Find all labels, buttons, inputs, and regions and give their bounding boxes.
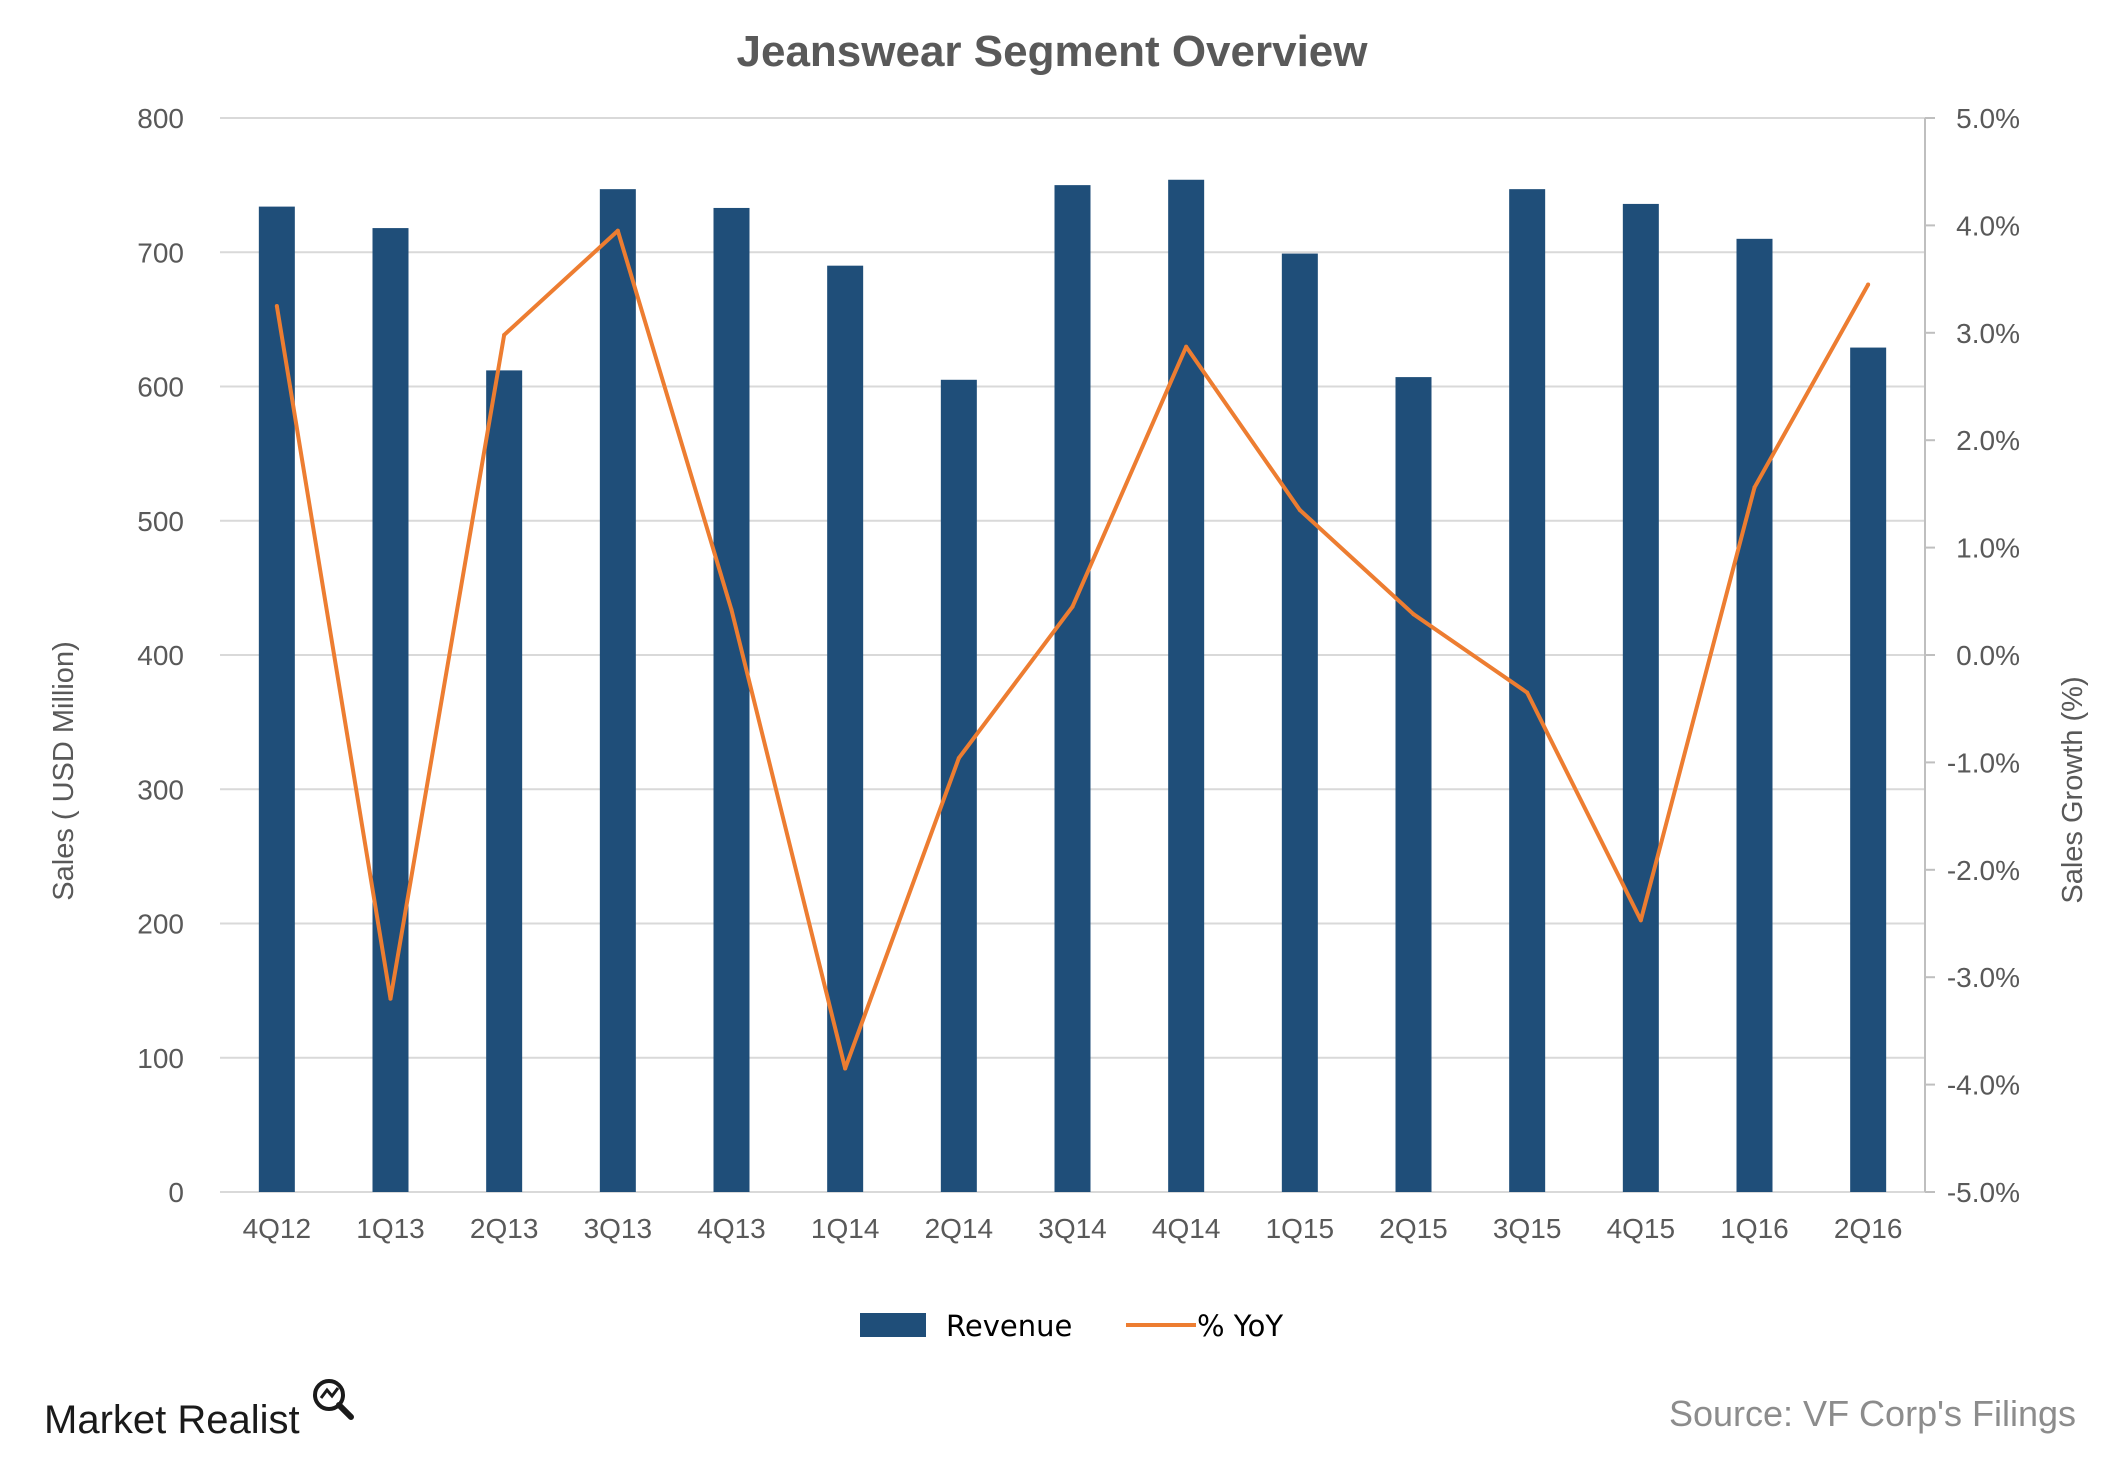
revenue-bar xyxy=(713,207,750,1192)
right-axis-title: Sales Growth (%) xyxy=(2057,676,2089,903)
revenue-bar xyxy=(1168,179,1205,1192)
yoy-point xyxy=(1866,282,1871,287)
market-realist-logo: Market Realist xyxy=(44,1379,354,1442)
y2-tick-label: -5.0% xyxy=(1947,1177,2020,1208)
x-tick-label: 2Q14 xyxy=(925,1213,994,1244)
left-axis-ticks: 0 100 200 300 400 500 600 700 800 xyxy=(137,103,184,1208)
yoy-point xyxy=(1070,604,1075,609)
x-tick-label: 3Q14 xyxy=(1038,1213,1107,1244)
y-tick-label: 400 xyxy=(137,640,184,671)
x-tick-label: 2Q15 xyxy=(1379,1213,1448,1244)
revenue-bar xyxy=(1622,203,1659,1193)
yoy-point xyxy=(1184,344,1189,349)
y2-tick-label: -4.0% xyxy=(1947,1070,2020,1101)
y2-tick-label: 2.0% xyxy=(1956,425,2020,456)
x-tick-label: 1Q13 xyxy=(356,1213,425,1244)
x-tick-label: 2Q13 xyxy=(470,1213,539,1244)
brand-logo-text: Market Realist xyxy=(44,1398,300,1442)
yoy-point xyxy=(1411,612,1416,617)
y-tick-label: 100 xyxy=(137,1043,184,1074)
source-note: Source: VF Corp's Filings xyxy=(1669,1393,2076,1434)
yoy-point xyxy=(502,332,507,337)
x-tick-label: 1Q15 xyxy=(1266,1213,1335,1244)
yoy-point xyxy=(1525,690,1530,695)
y-tick-label: 0 xyxy=(168,1177,184,1208)
x-tick-label: 4Q15 xyxy=(1607,1213,1676,1244)
revenue-bar xyxy=(372,228,409,1192)
revenue-bar xyxy=(599,189,636,1193)
y-tick-label: 300 xyxy=(137,774,184,805)
x-tick-label: 3Q13 xyxy=(584,1213,653,1244)
x-axis-ticks: 4Q12 1Q13 2Q13 3Q13 4Q13 1Q14 2Q14 3Q14 4Q14 1Q15… xyxy=(243,1213,1903,1244)
y-tick-label: 700 xyxy=(137,237,184,268)
yoy-point xyxy=(729,607,734,612)
y2-tick-label: -1.0% xyxy=(1947,747,2020,778)
y2-tick-label: 1.0% xyxy=(1956,533,2020,564)
revenue-bar xyxy=(827,265,864,1192)
yoy-point xyxy=(956,756,961,761)
revenue-bar xyxy=(1395,377,1432,1192)
legend-revenue-label: Revenue xyxy=(946,1309,1072,1343)
yoy-point xyxy=(843,1066,848,1071)
revenue-bar xyxy=(1736,238,1773,1192)
y-tick-label: 800 xyxy=(137,103,184,134)
y-tick-label: 600 xyxy=(137,372,184,403)
x-tick-label: 3Q15 xyxy=(1493,1213,1562,1244)
x-tick-label: 4Q12 xyxy=(243,1213,312,1244)
yoy-point xyxy=(274,303,279,308)
y2-tick-label: 5.0% xyxy=(1956,103,2020,134)
revenue-bar xyxy=(486,370,523,1192)
revenue-bar xyxy=(1281,253,1318,1192)
revenue-bar xyxy=(1054,185,1091,1192)
chart-title: Jeanswear Segment Overview xyxy=(737,27,1369,76)
y2-tick-label: -2.0% xyxy=(1947,855,2020,886)
y-tick-label: 200 xyxy=(137,909,184,940)
right-axis-ticks: -5.0% -4.0% -3.0% -2.0% -1.0% 0.0% 1.0% 2.0% 3.0… xyxy=(1925,103,2020,1208)
legend-revenue-swatch xyxy=(860,1313,926,1337)
yoy-line xyxy=(274,228,1871,1071)
x-tick-label: 1Q14 xyxy=(811,1213,880,1244)
revenue-bar xyxy=(940,379,977,1193)
yoy-point xyxy=(1752,485,1757,490)
legend: Revenue % YoY xyxy=(860,1309,1283,1343)
x-tick-label: 2Q16 xyxy=(1834,1213,1903,1244)
left-axis-title: Sales ( USD Million) xyxy=(48,641,80,900)
revenue-bar xyxy=(258,206,295,1193)
legend-yoy-label: % YoY xyxy=(1197,1309,1283,1343)
y2-tick-label: 4.0% xyxy=(1956,210,2020,241)
x-tick-label: 4Q13 xyxy=(697,1213,766,1244)
x-tick-label: 1Q16 xyxy=(1720,1213,1789,1244)
revenue-bar xyxy=(1850,347,1887,1192)
y2-tick-label: 0.0% xyxy=(1956,640,2020,671)
y-tick-label: 500 xyxy=(137,506,184,537)
yoy-point xyxy=(615,228,620,233)
x-tick-label: 4Q14 xyxy=(1152,1213,1221,1244)
y2-tick-label: 3.0% xyxy=(1956,318,2020,349)
yoy-point xyxy=(1297,508,1302,513)
yoy-point xyxy=(388,996,393,1001)
y2-tick-label: -3.0% xyxy=(1947,962,2020,993)
revenue-bars xyxy=(258,179,1887,1193)
yoy-point xyxy=(1638,918,1643,923)
magnifier-icon xyxy=(313,1379,354,1420)
